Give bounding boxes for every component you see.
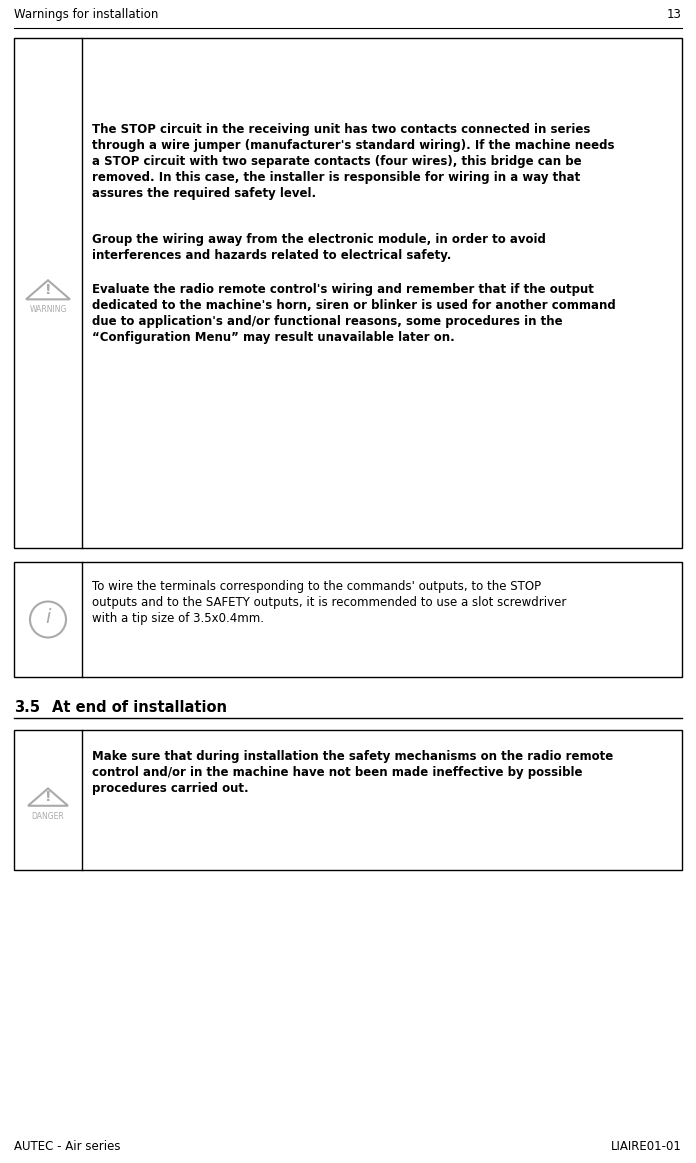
Text: WARNING: WARNING bbox=[29, 306, 67, 314]
FancyBboxPatch shape bbox=[14, 38, 682, 548]
Text: DANGER: DANGER bbox=[31, 812, 64, 821]
Text: 13: 13 bbox=[667, 8, 682, 21]
Text: To wire the terminals corresponding to the commands' outputs, to the STOP
output: To wire the terminals corresponding to t… bbox=[92, 580, 567, 625]
Text: At end of installation: At end of installation bbox=[52, 700, 227, 715]
FancyBboxPatch shape bbox=[14, 730, 682, 870]
Text: Warnings for installation: Warnings for installation bbox=[14, 8, 159, 21]
Text: Evaluate the radio remote control's wiring and remember that if the output
dedic: Evaluate the radio remote control's wiri… bbox=[92, 283, 616, 344]
Text: !: ! bbox=[45, 790, 52, 804]
Text: !: ! bbox=[45, 283, 52, 297]
Text: 3.5: 3.5 bbox=[14, 700, 40, 715]
Text: AUTEC - Air series: AUTEC - Air series bbox=[14, 1140, 120, 1153]
Text: i: i bbox=[45, 608, 51, 627]
Text: Group the wiring away from the electronic module, in order to avoid
interference: Group the wiring away from the electroni… bbox=[92, 233, 546, 262]
Text: Make sure that during installation the safety mechanisms on the radio remote
con: Make sure that during installation the s… bbox=[92, 750, 613, 795]
Text: The STOP circuit in the receiving unit has two contacts connected in series
thro: The STOP circuit in the receiving unit h… bbox=[92, 123, 615, 200]
FancyBboxPatch shape bbox=[14, 562, 682, 677]
Text: LIAIRE01-01: LIAIRE01-01 bbox=[611, 1140, 682, 1153]
